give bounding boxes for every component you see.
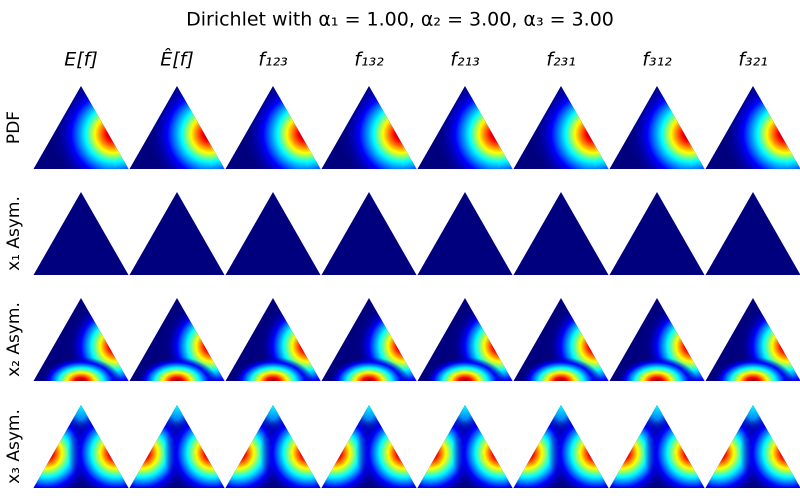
- heatmap-cell: [417, 298, 513, 381]
- heatmap-layer: [321, 86, 417, 169]
- heatmap-layer: [225, 298, 321, 381]
- heatmap-layer: [417, 298, 513, 381]
- heatmap-layer: [609, 86, 705, 169]
- heatmap-cell: [321, 192, 417, 275]
- heatmap-cell: [513, 298, 609, 381]
- heatmap-layer: [513, 405, 609, 488]
- heatmap-cell: [705, 86, 800, 169]
- heatmap-cell: [417, 86, 513, 169]
- heatmap-cell: [129, 405, 225, 488]
- heatmap-cell: [225, 86, 321, 169]
- heatmap-cell: [321, 86, 417, 169]
- heatmap-layer: [609, 405, 705, 488]
- heatmap-cell: [129, 86, 225, 169]
- heatmap-layer: [417, 405, 513, 488]
- heatmap-layer: [705, 298, 800, 381]
- heatmap-cell: [225, 298, 321, 381]
- column-label: f₃₂₁: [738, 49, 768, 71]
- heatmap-cell: [129, 298, 225, 381]
- column-label: f₂₁₃: [450, 49, 480, 71]
- heatmap-cell: [321, 298, 417, 381]
- column-label: f₂₃₁: [546, 49, 576, 71]
- heatmap-layer: [33, 405, 129, 488]
- heatmap-cell: [513, 405, 609, 488]
- heatmap-cell: [609, 86, 705, 169]
- heatmap-cell: [609, 298, 705, 381]
- heatmap-cell: [129, 192, 225, 275]
- heatmap-cell: [321, 405, 417, 488]
- column-label: f₃₁₂: [642, 49, 672, 71]
- heatmap-layer: [321, 405, 417, 488]
- heatmap-base: [609, 192, 705, 275]
- heatmap-cell: [33, 86, 129, 169]
- heatmap-base: [321, 192, 417, 275]
- heatmap-cell: [225, 405, 321, 488]
- heatmap-layer: [225, 405, 321, 488]
- heatmap-cell: [513, 86, 609, 169]
- row-label: x₃ Asym.: [4, 409, 24, 484]
- heatmap-base: [417, 192, 513, 275]
- row-label: PDF: [4, 111, 24, 144]
- heatmap-layer: [33, 86, 129, 169]
- heatmap-layer: [705, 86, 800, 169]
- heatmap-cell: [705, 405, 800, 488]
- heatmap-layer: [129, 298, 225, 381]
- heatmap-layer: [129, 405, 225, 488]
- heatmap-base: [129, 192, 225, 275]
- heatmap-base: [513, 192, 609, 275]
- heatmap-base: [33, 192, 129, 275]
- heatmap-layer: [129, 86, 225, 169]
- heatmap-layer: [321, 298, 417, 381]
- heatmap-layer: [513, 86, 609, 169]
- column-label: f₁₃₂: [354, 49, 384, 71]
- heatmap-cell: [705, 192, 800, 275]
- heatmap-cell: [33, 298, 129, 381]
- heatmap-layer: [33, 298, 129, 381]
- column-label: Ê[f]: [160, 48, 194, 71]
- heatmap-cell: [705, 298, 800, 381]
- row-label: x₂ Asym.: [4, 302, 24, 377]
- row-label: x₁ Asym.: [4, 196, 24, 271]
- heatmap-cell: [609, 405, 705, 488]
- heatmap-layer: [417, 86, 513, 169]
- heatmap-cell: [609, 192, 705, 275]
- heatmap-layer: [609, 298, 705, 381]
- figure-title: Dirichlet with α₁ = 1.00, α₂ = 3.00, α₃ …: [186, 9, 614, 31]
- heatmap-base: [225, 192, 321, 275]
- column-label: E[f]: [64, 49, 98, 71]
- heatmap-layer: [225, 86, 321, 169]
- heatmap-cell: [513, 192, 609, 275]
- heatmap-cell: [33, 192, 129, 275]
- heatmap-cell: [417, 192, 513, 275]
- heatmap-cell: [225, 192, 321, 275]
- heatmap-base: [705, 192, 800, 275]
- heatmap-layer: [705, 405, 800, 488]
- heatmap-cell: [417, 405, 513, 488]
- heatmap-layer: [513, 298, 609, 381]
- column-label: f₁₂₃: [258, 49, 288, 71]
- heatmap-cell: [33, 405, 129, 488]
